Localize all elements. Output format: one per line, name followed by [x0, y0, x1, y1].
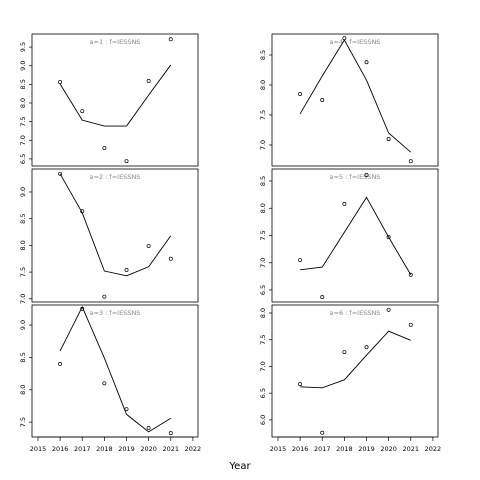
data-point — [124, 159, 129, 164]
y-tick-label: 8.5 — [19, 352, 27, 362]
x-tick-label: 2016 — [292, 445, 309, 453]
y-tick-label: 7.5 — [259, 230, 267, 240]
data-point — [364, 345, 369, 350]
data-point — [58, 361, 63, 366]
x-tick-label: 2016 — [52, 445, 69, 453]
x-axis-label: Year — [228, 461, 251, 472]
y-tick-label: 8.0 — [259, 80, 267, 90]
x-tick-label: 2017 — [74, 445, 91, 453]
x-tick-label: 2017 — [314, 445, 331, 453]
x-tick-label: 2021 — [403, 445, 420, 453]
y-tick-label: 7.0 — [259, 140, 267, 150]
data-point — [320, 430, 325, 435]
fit-line — [59, 173, 172, 277]
data-point — [146, 425, 151, 430]
data-point — [386, 307, 391, 312]
data-point — [168, 431, 173, 436]
data-point — [320, 98, 325, 102]
data-point — [146, 243, 151, 248]
y-tick-label: 9.0 — [19, 187, 27, 197]
data-point — [58, 80, 63, 85]
data-point — [124, 268, 129, 272]
y-tick-label: 7.0 — [19, 135, 27, 145]
panel-title: a=2 : f=IESSNS — [90, 173, 141, 181]
x-tick-label: 2022 — [185, 445, 202, 453]
panel-title: a=6 : f=IESSNS — [330, 309, 381, 317]
data-point — [168, 37, 173, 42]
data-point — [386, 137, 391, 141]
y-tick-label: 8.0 — [19, 98, 27, 108]
data-point — [80, 109, 85, 114]
y-tick-label: 8.0 — [19, 240, 27, 250]
y-tick-label: 6.5 — [259, 388, 267, 398]
y-tick-label: 8.0 — [19, 385, 27, 395]
y-tick-label: 8.5 — [259, 50, 267, 60]
y-tick-label: 7.0 — [259, 258, 267, 268]
data-point — [102, 146, 107, 151]
y-tick-label: 9.5 — [19, 42, 27, 52]
panel-title: a=3 : f=IESSNS — [90, 309, 141, 317]
fit-line — [300, 196, 412, 275]
data-point — [408, 159, 413, 164]
data-point — [408, 322, 413, 327]
data-point — [386, 235, 391, 240]
data-point — [168, 256, 173, 261]
panel-frame — [31, 33, 199, 167]
x-tick-label: 2018 — [96, 445, 113, 453]
x-tick-label: 2015 — [30, 445, 47, 453]
y-tick-label: 7.5 — [19, 417, 27, 427]
panel-title: a=1 : f=IESSNS — [90, 38, 141, 46]
y-tick-label: 7.5 — [259, 110, 267, 120]
y-tick-label: 8.5 — [259, 176, 267, 186]
panel-title: a=5 : f=IESSNS — [330, 173, 381, 181]
y-tick-label: 9.0 — [19, 320, 27, 330]
fit-line — [59, 305, 172, 433]
x-tick-label: 2020 — [380, 445, 397, 453]
data-point — [298, 258, 303, 262]
y-tick-label: 6.0 — [259, 415, 267, 425]
y-tick-label: 8.5 — [19, 214, 27, 224]
x-tick-label: 2015 — [270, 445, 287, 453]
data-point — [342, 201, 347, 206]
y-tick-label: 7.0 — [19, 294, 27, 304]
fit-line — [299, 39, 412, 153]
fit-line — [300, 330, 411, 389]
y-tick-label: 7.5 — [19, 267, 27, 277]
panel-frame — [271, 33, 439, 167]
data-point — [298, 382, 303, 387]
y-tick-label: 6.5 — [259, 285, 267, 295]
y-tick-label: 7.5 — [19, 116, 27, 126]
y-tick-label: 8.0 — [259, 308, 267, 318]
data-point — [102, 294, 107, 299]
data-point — [58, 171, 63, 176]
x-tick-label: 2022 — [425, 445, 442, 453]
data-point — [102, 381, 107, 386]
fit-line — [59, 64, 172, 127]
x-tick-label: 2018 — [336, 445, 353, 453]
x-tick-label: 2019 — [118, 445, 135, 453]
data-point — [364, 60, 369, 65]
data-point — [364, 173, 369, 177]
panel-frame — [31, 168, 199, 303]
data-point — [146, 79, 151, 83]
y-tick-label: 8.5 — [19, 79, 27, 89]
x-tick-label: 2020 — [140, 445, 157, 453]
data-point — [320, 295, 325, 300]
y-tick-label: 8.0 — [259, 203, 267, 213]
y-tick-label: 9.0 — [19, 61, 27, 71]
x-tick-label: 2021 — [163, 445, 180, 453]
x-tick-label: 2019 — [358, 445, 375, 453]
data-point — [342, 350, 347, 354]
panel-title: a=4 : f=IESSNS — [330, 38, 381, 46]
data-point — [408, 272, 413, 277]
y-tick-label: 7.5 — [259, 335, 267, 345]
y-tick-label: 7.0 — [259, 361, 267, 371]
y-tick-label: 6.5 — [19, 154, 27, 164]
data-point — [298, 92, 303, 96]
